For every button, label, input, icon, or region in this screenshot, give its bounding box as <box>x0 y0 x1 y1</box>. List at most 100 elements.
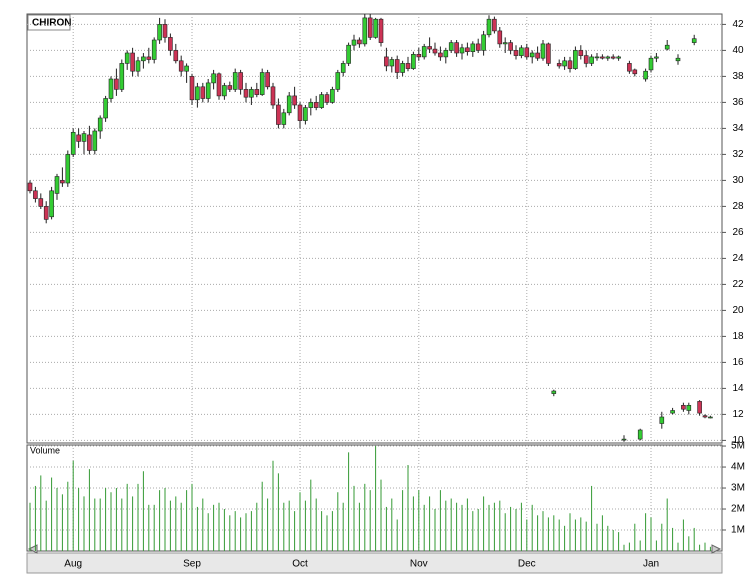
candle-body <box>605 56 611 59</box>
candle-body <box>281 112 287 125</box>
candle-body <box>594 56 600 59</box>
candle-body <box>297 104 303 121</box>
candle-body <box>362 17 368 45</box>
candle-body <box>654 56 659 59</box>
volume-panel <box>26 444 723 552</box>
candle-body <box>43 206 49 220</box>
candle-body <box>162 24 168 38</box>
candle-body <box>87 134 92 151</box>
candle-body <box>448 42 454 51</box>
candle-body <box>33 190 38 199</box>
y-tick-label: 5M <box>731 441 745 452</box>
candle-body <box>205 82 211 99</box>
x-tick-label: Oct <box>292 559 308 570</box>
y-tick-label: 18 <box>732 331 744 342</box>
candle-body <box>648 57 654 71</box>
candle-body <box>243 89 249 98</box>
candle-body <box>378 18 384 43</box>
candle-body <box>421 46 427 58</box>
y-tick-label: 28 <box>732 201 744 212</box>
y-tick-label: 42 <box>732 19 744 30</box>
candle-body <box>108 78 114 99</box>
candle-body <box>610 56 616 59</box>
candle-body <box>60 180 65 184</box>
candle-body <box>157 24 162 41</box>
candle-body <box>340 63 346 73</box>
candle-body <box>270 86 276 106</box>
candle-body <box>303 107 308 121</box>
candle-body <box>70 132 76 155</box>
candle-body <box>470 43 476 53</box>
candle-body <box>49 190 54 218</box>
candle-body <box>578 50 584 56</box>
candle-body <box>411 53 416 69</box>
y-tick-label: 10 <box>732 435 744 446</box>
candle-body <box>346 44 351 64</box>
candle-body <box>513 50 519 56</box>
candle-body <box>146 56 152 60</box>
candle-body <box>643 70 648 80</box>
candle-body <box>486 18 492 36</box>
candle-body <box>141 56 146 62</box>
scrollbar[interactable] <box>26 552 723 574</box>
candle-body <box>459 47 465 54</box>
candle-body <box>600 56 605 59</box>
candle-body <box>151 39 157 60</box>
scroll-right[interactable] <box>711 544 722 554</box>
candle-body <box>330 89 335 103</box>
candle-body <box>432 48 438 54</box>
candle-body <box>551 390 557 394</box>
candle-body <box>319 94 324 108</box>
candle-body <box>481 34 486 51</box>
candle-body <box>97 117 103 132</box>
candle-body <box>27 182 33 192</box>
candle-body <box>465 47 470 52</box>
candle-body <box>308 102 314 108</box>
candle-body <box>535 52 540 59</box>
candle-body <box>200 86 206 99</box>
y-tick-label: 36 <box>732 97 744 108</box>
candle-body <box>373 18 378 38</box>
candle-body <box>259 72 265 95</box>
y-tick-label: 32 <box>732 149 744 160</box>
candle-body <box>616 56 621 59</box>
y-tick-label: 22 <box>732 279 744 290</box>
y-tick-label: 20 <box>732 305 744 316</box>
y-tick-label: 38 <box>732 71 744 82</box>
candle-body <box>216 73 222 97</box>
candle-body <box>427 46 432 50</box>
candle-body <box>254 89 260 95</box>
candle-body <box>632 69 638 75</box>
x-tick-label: Jan <box>643 559 659 570</box>
y-tick-label: 12 <box>732 409 744 420</box>
candle-body <box>313 102 319 108</box>
candle-body <box>195 86 200 101</box>
candle-body <box>92 130 98 151</box>
candle-body <box>130 52 135 72</box>
y-tick-label: 40 <box>732 45 744 56</box>
candle-body <box>124 52 130 64</box>
candle-body <box>524 47 530 58</box>
candle-body <box>249 89 254 98</box>
candle-body <box>405 63 411 69</box>
candle-body <box>664 44 670 50</box>
candle-body <box>697 401 702 414</box>
candle-body <box>394 59 400 73</box>
candle-body <box>508 42 513 51</box>
chart-title: CHIRON <box>32 18 71 29</box>
candle-body <box>384 56 389 67</box>
candle-body <box>286 95 292 114</box>
candle-body <box>546 43 551 64</box>
candle-body <box>627 63 632 72</box>
candle-body <box>324 94 330 103</box>
candle-body <box>443 50 449 58</box>
candle-body <box>708 416 713 419</box>
candle-body <box>637 429 643 440</box>
volume-label: Volume <box>30 445 60 455</box>
candle-body <box>573 50 578 69</box>
candle-body <box>265 72 270 88</box>
candle-body <box>232 72 238 90</box>
candle-body <box>367 17 373 38</box>
candle-body <box>556 63 562 67</box>
